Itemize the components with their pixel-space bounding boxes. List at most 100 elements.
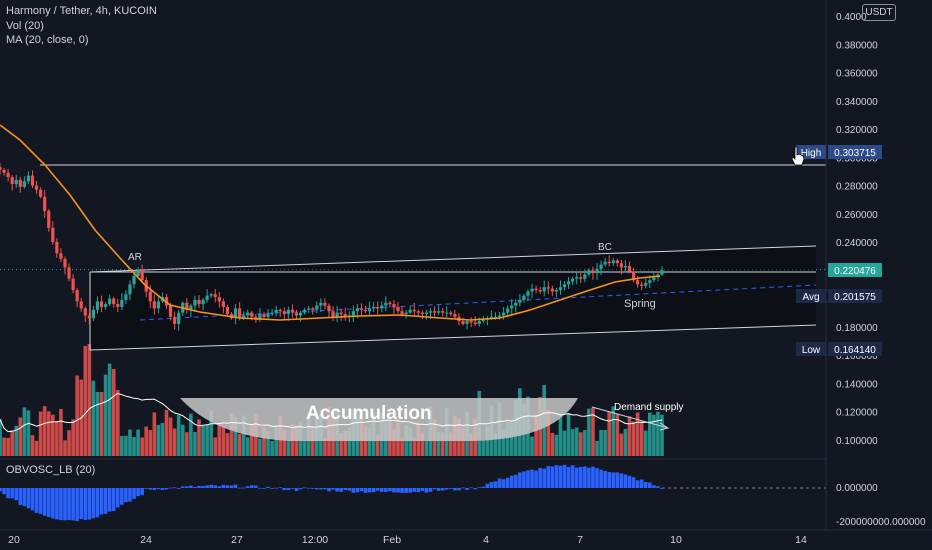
- oscillator-legend[interactable]: OBVOSC_LB (20): [6, 464, 96, 476]
- price-tick-label: 0.260000: [836, 210, 878, 221]
- oscillator-bar: [440, 488, 445, 491]
- candle-body: [6, 172, 10, 178]
- candle-body: [339, 312, 343, 315]
- volume-bar: [449, 432, 453, 456]
- candle-body: [506, 308, 510, 313]
- candle-body: [595, 268, 599, 274]
- oscillator-bar: [168, 487, 173, 489]
- volume-bar: [363, 426, 368, 456]
- ma-legend[interactable]: MA (20, close, 0): [6, 34, 89, 46]
- oscillator-bar: [180, 486, 185, 488]
- candle-body: [177, 312, 181, 324]
- oscillator-bar: [298, 488, 303, 490]
- volume-bar: [282, 429, 287, 456]
- volume-bar: [481, 440, 486, 456]
- oscillator-bar: [75, 488, 79, 522]
- price-marker-value-bg: [828, 263, 882, 277]
- oscillator-bar: [91, 488, 96, 519]
- oscillator-bar: [6, 488, 10, 499]
- oscillator-bar: [635, 480, 640, 488]
- candle-body: [67, 267, 71, 279]
- oscillator-bar: [148, 488, 153, 490]
- volume-legend[interactable]: Vol (20): [6, 20, 44, 32]
- oscillator-bar: [457, 488, 461, 491]
- candle-body: [197, 299, 201, 305]
- symbol-legend[interactable]: Harmony / Tether, 4h, KUCOIN: [6, 5, 157, 17]
- candle-body: [343, 314, 347, 317]
- volume-bar: [42, 406, 47, 456]
- oscillator-bar: [189, 485, 193, 488]
- currency-badge[interactable]: USDT: [862, 4, 896, 21]
- oscillator-bar: [562, 464, 567, 488]
- candle-body: [445, 312, 449, 314]
- volume-bar: [258, 438, 262, 456]
- candle-body: [372, 306, 376, 309]
- volume-bar: [233, 416, 238, 456]
- candle-body: [39, 189, 43, 197]
- oscillator-bar: [554, 465, 559, 488]
- hand-cursor-icon: [791, 146, 805, 166]
- volume-bar: [611, 406, 616, 456]
- price-tick-label: 0.320000: [836, 125, 878, 136]
- demand-supply-label: Demand supply: [614, 402, 683, 413]
- oscillator-bar: [38, 488, 43, 514]
- volume-bar: [530, 436, 534, 456]
- volume-bar: [583, 430, 587, 456]
- candle-body: [412, 309, 416, 312]
- volume-bar: [75, 375, 79, 456]
- candle-body: [34, 185, 39, 190]
- price-tick-label: 0.280000: [836, 182, 878, 193]
- oscillator-bar: [343, 488, 348, 491]
- volume-bar: [286, 439, 291, 456]
- volume-bar: [392, 428, 396, 456]
- oscillator-bar: [286, 488, 291, 491]
- candle-body: [286, 309, 290, 315]
- volume-bar: [225, 433, 230, 456]
- volume-bar: [639, 421, 644, 456]
- volume-bar: [245, 437, 250, 456]
- candle-body: [132, 275, 136, 285]
- oscillator-bar: [233, 484, 238, 488]
- volume-bar: [570, 429, 575, 456]
- candle-body: [274, 309, 278, 313]
- oscillator-bar: [95, 488, 100, 518]
- candle-body: [644, 282, 648, 286]
- volume-bar: [270, 440, 274, 456]
- oscillator-bar: [509, 475, 514, 488]
- oscillator-bar: [530, 469, 534, 488]
- candle-body: [217, 297, 221, 302]
- volume-bar: [115, 389, 120, 456]
- osc-tick-label: 0.000000: [836, 483, 878, 494]
- oscillator-bar: [534, 470, 538, 488]
- candle-body: [323, 302, 327, 306]
- oscillator-bar: [550, 466, 555, 488]
- volume-bar: [164, 409, 169, 456]
- volume-bar: [59, 409, 63, 456]
- candle-body: [2, 169, 6, 173]
- volume-bar: [595, 440, 599, 456]
- time-axis[interactable]: 20 24 27 12:00 Feb 4 7 10 14: [0, 529, 932, 546]
- candle-body: [441, 311, 445, 313]
- volume-bar: [660, 414, 664, 456]
- candle-body: [542, 287, 546, 292]
- candle-body: [233, 308, 238, 319]
- candle-body: [392, 304, 396, 307]
- oscillator-bar: [648, 482, 652, 488]
- candle-body: [514, 302, 518, 306]
- volume-bar: [83, 345, 88, 456]
- oscillator-bar: [587, 467, 591, 488]
- candle-body: [315, 305, 319, 310]
- candle-body: [270, 312, 274, 315]
- price-tick-label: 0.240000: [836, 238, 878, 249]
- candle-body: [404, 312, 408, 315]
- volume-bar: [50, 414, 55, 456]
- candle-body: [71, 278, 75, 291]
- oscillator-bar: [306, 487, 311, 489]
- oscillator-bar: [396, 488, 400, 493]
- price-marker-value: 0.303715: [834, 148, 876, 159]
- candle-body: [140, 270, 144, 281]
- volume-bar: [241, 415, 246, 456]
- volume-bar: [156, 424, 161, 456]
- volume-bar: [501, 429, 506, 456]
